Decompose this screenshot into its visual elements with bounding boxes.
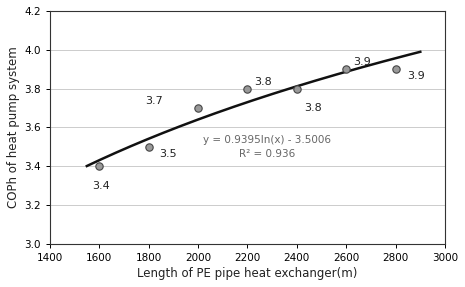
- Text: 3.9: 3.9: [407, 71, 425, 81]
- Text: y = 0.9395ln(x) - 3.5006: y = 0.9395ln(x) - 3.5006: [203, 135, 331, 145]
- Y-axis label: COPh of heat pump system: COPh of heat pump system: [7, 46, 20, 208]
- X-axis label: Length of PE pipe heat exchanger(m): Length of PE pipe heat exchanger(m): [137, 267, 358, 280]
- Text: 3.8: 3.8: [254, 77, 272, 87]
- Text: 3.8: 3.8: [304, 103, 321, 113]
- Point: [145, 145, 153, 149]
- Text: R² = 0.936: R² = 0.936: [239, 149, 295, 159]
- Point: [293, 86, 300, 91]
- Point: [95, 164, 103, 168]
- Text: 3.4: 3.4: [92, 181, 110, 191]
- Point: [342, 67, 350, 71]
- Point: [244, 86, 251, 91]
- Point: [194, 106, 202, 110]
- Text: 3.9: 3.9: [353, 57, 371, 67]
- Point: [392, 67, 399, 71]
- Text: 3.7: 3.7: [146, 96, 163, 106]
- Text: 3.5: 3.5: [159, 149, 177, 159]
